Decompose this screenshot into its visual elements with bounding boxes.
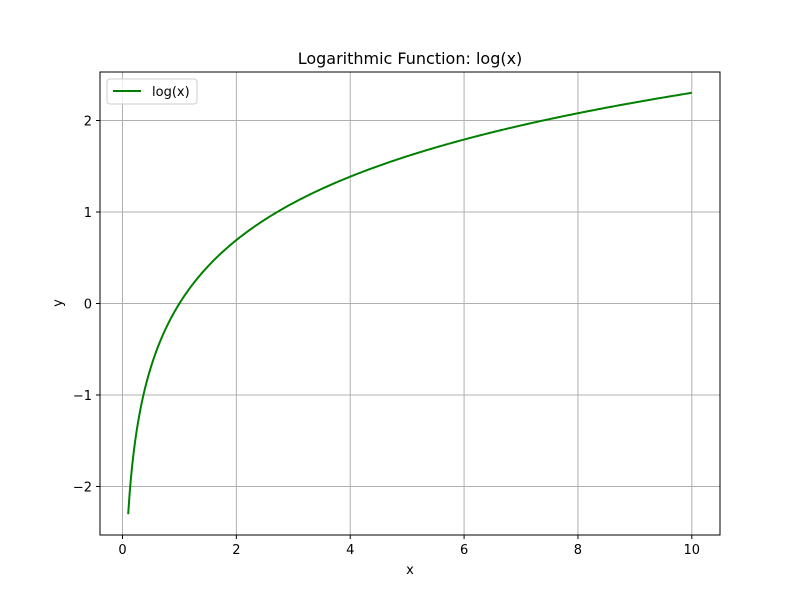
y-tick-label: −1 <box>73 389 92 404</box>
legend-frame <box>106 78 198 105</box>
x-tick-label: 10 <box>684 543 701 558</box>
x-tick-label: 4 <box>346 543 354 558</box>
legend-entry-log-x: log(x) <box>152 85 190 100</box>
y-axis-label: y <box>51 299 66 307</box>
y-tick-label: 1 <box>84 206 92 221</box>
grid-lines <box>100 72 720 535</box>
y-tick-label: 2 <box>84 114 92 129</box>
x-tick-label: 0 <box>118 543 126 558</box>
y-tick-label: 0 <box>84 298 92 313</box>
chart-title: Logarithmic Function: log(x) <box>298 49 523 68</box>
x-tick-label: 2 <box>232 543 240 558</box>
plot-area-frame <box>99 71 721 536</box>
x-tick-label: 8 <box>574 543 582 558</box>
series-line-log-x <box>127 91 692 515</box>
series-layer <box>127 91 692 515</box>
legend: log(x) <box>106 78 198 105</box>
y-tick-label: −2 <box>73 481 92 496</box>
x-axis-label: x <box>406 563 414 578</box>
axis-ticks: 0 2 4 6 8 10 −2 −1 0 1 2 <box>73 114 700 558</box>
x-tick-label: 6 <box>460 543 468 558</box>
